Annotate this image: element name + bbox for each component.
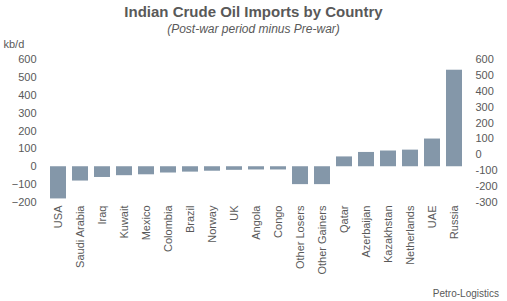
- svg-text:-300: -300: [476, 196, 498, 208]
- svg-text:Azerbaijan: Azerbaijan: [360, 206, 372, 258]
- svg-text:Iraq: Iraq: [96, 206, 108, 225]
- svg-text:100: 100: [476, 132, 494, 144]
- svg-text:300: 300: [18, 107, 36, 119]
- svg-text:Brazil: Brazil: [184, 206, 196, 234]
- svg-text:kb/d: kb/d: [4, 38, 25, 50]
- svg-text:200: 200: [18, 125, 36, 137]
- svg-text:300: 300: [476, 101, 494, 113]
- svg-text:Russia: Russia: [448, 205, 460, 240]
- svg-text:Other Gainers: Other Gainers: [316, 205, 328, 275]
- svg-text:100: 100: [18, 142, 36, 154]
- svg-text:Kuwait: Kuwait: [118, 206, 130, 239]
- svg-text:500: 500: [476, 69, 494, 81]
- svg-text:Qatar: Qatar: [338, 205, 350, 233]
- svg-text:UAE: UAE: [426, 206, 438, 229]
- svg-text:600: 600: [476, 53, 494, 65]
- svg-text:Kazakhstan: Kazakhstan: [382, 206, 394, 263]
- svg-text:UK: UK: [228, 205, 240, 221]
- html-text:Indian Crude Oil Imports by Co: Indian Crude Oil Imports by Country: [124, 3, 383, 20]
- svg-text:Mexico: Mexico: [140, 206, 152, 241]
- svg-text:0: 0: [30, 160, 36, 172]
- svg-text:Angola: Angola: [250, 205, 262, 240]
- svg-text:−100: −100: [12, 178, 37, 190]
- svg-text:500: 500: [18, 71, 36, 83]
- html-text:Petro-Logistics: Petro-Logistics: [432, 288, 499, 299]
- svg-text:Netherlands: Netherlands: [404, 205, 416, 265]
- svg-text:−200: −200: [12, 196, 37, 208]
- svg-text:Norway: Norway: [206, 205, 218, 243]
- svg-text:Other Losers: Other Losers: [294, 205, 306, 269]
- svg-text:0: 0: [476, 148, 482, 160]
- svg-text:200: 200: [476, 117, 494, 129]
- svg-text:USA: USA: [52, 205, 64, 228]
- html-text:(Post-war period minus Pre-war: (Post-war period minus Pre-war): [167, 22, 340, 36]
- svg-text:Congo: Congo: [272, 206, 284, 238]
- svg-text:-100: -100: [476, 164, 498, 176]
- svg-text:Colombia: Colombia: [162, 205, 174, 252]
- svg-text:400: 400: [18, 89, 36, 101]
- svg-text:600: 600: [18, 53, 36, 65]
- svg-text:-200: -200: [476, 180, 498, 192]
- svg-text:400: 400: [476, 85, 494, 97]
- svg-text:Saudi Arabia: Saudi Arabia: [74, 205, 86, 268]
